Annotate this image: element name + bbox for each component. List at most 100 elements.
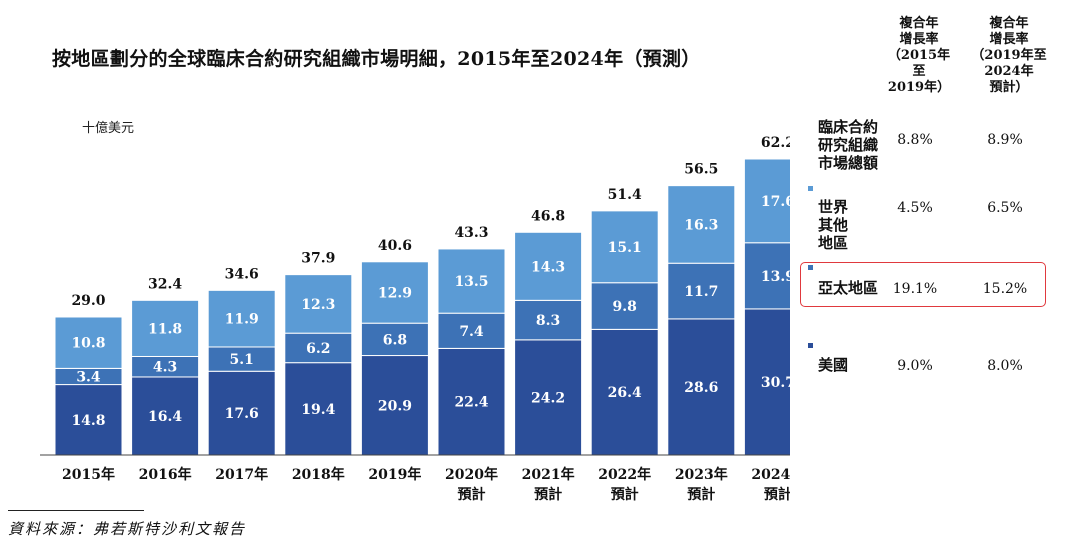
total-value-label: 43.3 [454, 225, 488, 241]
segment-value-label: 14.3 [531, 259, 565, 275]
segment-value-label: 11.7 [684, 284, 718, 300]
row-rest-cagr-2015-2019: 4.5% [897, 200, 933, 216]
segment-value-label: 7.4 [459, 324, 484, 340]
segment-value-label: 5.1 [230, 352, 254, 368]
bar-segment [590, 210, 659, 284]
segment-value-label: 3.4 [76, 369, 101, 385]
row-label-rest-of-world: 世界 其他 地區 [818, 198, 849, 252]
bar-segment [667, 262, 736, 320]
cagr-header-2015-2019: 複合年 增長率 （2015年 至 2019年） [887, 16, 951, 95]
bar-segment [437, 248, 506, 314]
x-tick-label: 2024年 [751, 466, 790, 483]
stacked-bar-chart: 十億美元 14.8 3.4 10.8 29.0 2015年 16.4 4.3 11.8 32.4 2… [40, 120, 790, 503]
total-value-label: 46.8 [531, 208, 565, 224]
cagr-header-2019-2024: 複合年 增長率 （2019年至 2024年 預計） [971, 16, 1047, 95]
segment-value-label: 12.3 [301, 297, 335, 313]
total-value-label: 56.5 [684, 162, 718, 178]
segment-value-label: 6.2 [306, 341, 330, 357]
total-value-label: 37.9 [301, 251, 335, 267]
x-tick-label: 預計 [611, 486, 639, 503]
segment-value-label: 8.3 [536, 313, 560, 329]
bar-segment [207, 346, 276, 372]
segment-value-label: 13.9 [761, 269, 790, 285]
bar-segment [514, 299, 583, 341]
bar-segment [667, 185, 736, 264]
bar-segment [131, 299, 200, 357]
bar-segment [284, 362, 353, 456]
bar-segment [590, 328, 659, 456]
segment-value-label: 30.7 [761, 375, 790, 391]
segment-value-label: 11.8 [148, 321, 182, 337]
x-tick-label: 2016年 [139, 466, 192, 483]
segment-value-label: 11.9 [225, 312, 259, 328]
bar-segment [514, 339, 583, 456]
row-apac-cagr-2015-2019: 19.1% [892, 281, 938, 297]
total-value-label: 29.0 [71, 293, 105, 309]
bar-segment [743, 158, 790, 244]
segment-value-label: 9.8 [613, 299, 637, 315]
x-tick-label: 2018年 [292, 466, 345, 483]
segment-value-label: 12.9 [378, 285, 412, 301]
segment-value-label: 17.6 [761, 194, 790, 210]
row-apac-cagr-2019-2024: 15.2% [982, 281, 1028, 297]
legend-marker-rest-of-world [808, 186, 813, 191]
bar-segment [514, 231, 583, 301]
bar-segment [54, 384, 123, 456]
row-rest-cagr-2019-2024: 6.5% [987, 200, 1023, 216]
legend-marker-apac [808, 265, 813, 270]
source-divider [8, 510, 144, 511]
bar-segment [437, 312, 506, 349]
total-value-label: 51.4 [608, 187, 642, 203]
x-tick-label: 預計 [764, 486, 790, 503]
segment-value-label: 4.3 [153, 360, 177, 376]
x-tick-label: 2023年 [675, 466, 728, 483]
x-tick-label: 2015年 [62, 466, 115, 483]
bar-segment [284, 332, 353, 364]
bar-segment [54, 316, 123, 369]
row-label-apac: 亞太地區 [818, 279, 879, 297]
segment-value-label: 22.4 [454, 395, 488, 411]
x-tick-label: 預計 [458, 486, 486, 503]
segment-value-label: 6.8 [383, 332, 407, 348]
x-tick-label: 2019年 [368, 466, 421, 483]
row-us-cagr-2019-2024: 8.0% [987, 358, 1023, 374]
row-total-cagr-2015-2019: 8.8% [897, 132, 933, 148]
segment-value-label: 14.8 [71, 413, 105, 429]
bar-segment [284, 274, 353, 334]
segment-value-label: 16.3 [684, 217, 718, 233]
bar-segment [667, 318, 736, 456]
segment-value-label: 16.4 [148, 409, 182, 425]
x-tick-label: 預計 [687, 486, 715, 503]
segment-value-label: 10.8 [71, 336, 105, 352]
segment-value-label: 20.9 [378, 398, 412, 414]
segment-value-label: 26.4 [608, 385, 642, 401]
row-us-cagr-2015-2019: 9.0% [897, 358, 933, 374]
source-note: 資料來源：弗若斯特沙利文報告 [8, 520, 247, 538]
total-value-label: 34.6 [225, 266, 259, 282]
chart-title: 按地區劃分的全球臨床合約研究組織市場明細，2015年至2024年（預測） [52, 48, 701, 70]
apac-highlight-box [800, 262, 1046, 307]
bar-segment [360, 261, 429, 324]
x-tick-label: 2020年 [445, 466, 498, 483]
x-tick-label: 預計 [534, 486, 562, 503]
total-value-label: 62.2 [761, 135, 790, 151]
row-label-us: 美國 [818, 356, 849, 374]
row-label-total: 臨床合約 研究組織 市場總額 [818, 118, 879, 172]
total-value-label: 40.6 [378, 238, 412, 254]
segment-value-label: 13.5 [454, 274, 488, 290]
segment-value-label: 19.4 [301, 402, 335, 418]
unit-label: 十億美元 [82, 120, 134, 136]
segment-value-label: 15.1 [608, 240, 642, 256]
x-tick-label: 2021年 [522, 466, 575, 483]
x-tick-label: 2017年 [215, 466, 268, 483]
total-value-label: 32.4 [148, 276, 182, 292]
row-total-cagr-2019-2024: 8.9% [987, 132, 1023, 148]
x-tick-label: 2022年 [598, 466, 651, 483]
legend-marker-us [808, 343, 813, 348]
segment-value-label: 24.2 [531, 390, 565, 406]
segment-value-label: 28.6 [684, 380, 718, 396]
bar-segment [360, 322, 429, 357]
segment-value-label: 17.6 [225, 406, 259, 422]
bar-segment [207, 289, 276, 348]
bar-segment [360, 355, 429, 456]
